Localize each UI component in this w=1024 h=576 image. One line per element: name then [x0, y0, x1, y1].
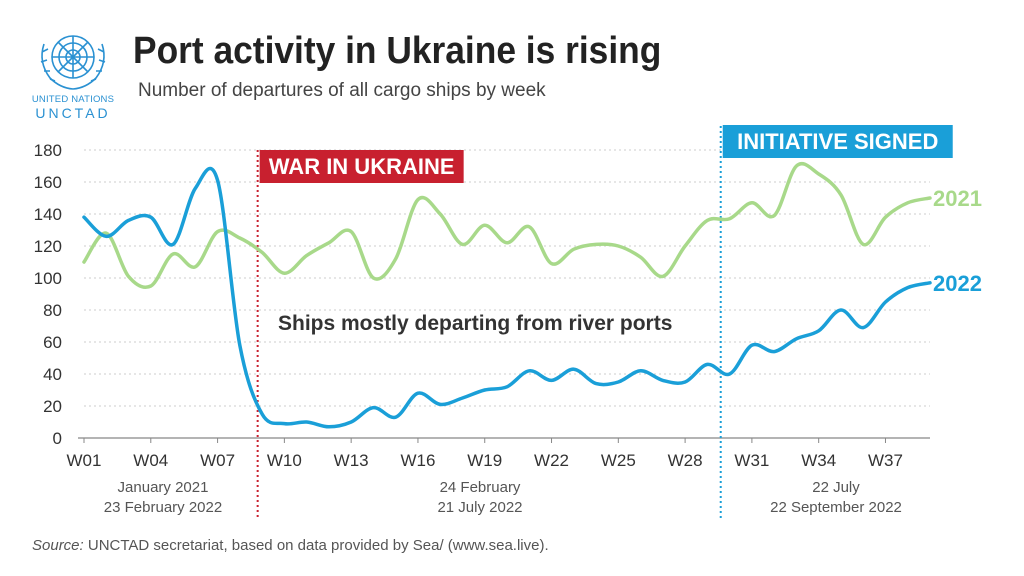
x-tick-label: W01: [67, 451, 102, 470]
x-tick-label: W10: [267, 451, 302, 470]
y-tick-label: 180: [34, 141, 62, 160]
war-banner: [259, 150, 464, 183]
series-line-2022: [82, 166, 932, 429]
chart-labels: 2021 2022 Ships mostly departing from rive…: [104, 186, 982, 516]
chart-subtitle: Number of departures of all cargo ships …: [138, 80, 546, 101]
x-tick-label: W37: [868, 451, 903, 470]
logo-text-unctad: UNCTAD: [35, 105, 111, 121]
y-tick-label: 60: [43, 333, 62, 352]
logo-text-united-nations: UNITED NATIONS: [31, 94, 115, 105]
y-tick-label: 80: [43, 301, 62, 320]
series-lines: [82, 161, 932, 429]
chart-title: Port activity in Ukraine is rising: [133, 30, 662, 72]
period-label-end: 21 July 2022: [437, 499, 522, 516]
period-label-start: January 2021: [118, 479, 209, 496]
y-tick-label: 20: [43, 397, 62, 416]
initiative-banner-label: INITIATIVE SIGNED: [737, 129, 938, 154]
x-tick-label: W13: [334, 451, 369, 470]
y-tick-label: 160: [34, 173, 62, 192]
event-markers: WAR IN UKRAINE INITIATIVE SIGNED: [256, 125, 953, 518]
y-tick-label: 40: [43, 365, 62, 384]
x-tick-label: W34: [801, 451, 836, 470]
period-label-end: 22 September 2022: [770, 499, 902, 516]
initiative-banner: [722, 125, 953, 158]
y-tick-label: 140: [34, 205, 62, 224]
x-tick-label: W25: [601, 451, 636, 470]
series-label-2021: 2021: [933, 186, 982, 211]
x-tick-label: W19: [467, 451, 502, 470]
y-tick-label: 120: [34, 237, 62, 256]
un-emblem-icon: [40, 35, 106, 90]
series-label-2022: 2022: [933, 271, 982, 296]
x-tick-label: W31: [734, 451, 769, 470]
un-logo: UNITED NATIONS UNCTAD: [30, 22, 116, 121]
source-note: Source: UNCTAD secretariat, based on dat…: [32, 537, 549, 554]
grid: [84, 149, 930, 407]
x-tick-label: W16: [400, 451, 435, 470]
y-tick-label: 100: [34, 269, 62, 288]
x-tick-label: W28: [668, 451, 703, 470]
war-banner-label: WAR IN UKRAINE: [269, 154, 455, 179]
x-tick-label: W04: [133, 451, 168, 470]
period-label-start: 24 February: [440, 479, 521, 496]
x-tick-label: W07: [200, 451, 235, 470]
river-ports-annotation: Ships mostly departing from river ports: [278, 312, 672, 335]
source-text: UNCTAD secretariat, based on data provid…: [83, 537, 549, 554]
axes: 0 20 40 60 80 100 120 140 160 180 W01 W04 W07 W10 W13 W…: [34, 141, 930, 470]
x-tick-label: W22: [534, 451, 569, 470]
y-tick-label: 0: [53, 429, 62, 448]
period-label-start: 22 July: [812, 479, 860, 496]
period-label-end: 23 February 2022: [104, 499, 222, 516]
source-label: Source:: [32, 537, 84, 554]
